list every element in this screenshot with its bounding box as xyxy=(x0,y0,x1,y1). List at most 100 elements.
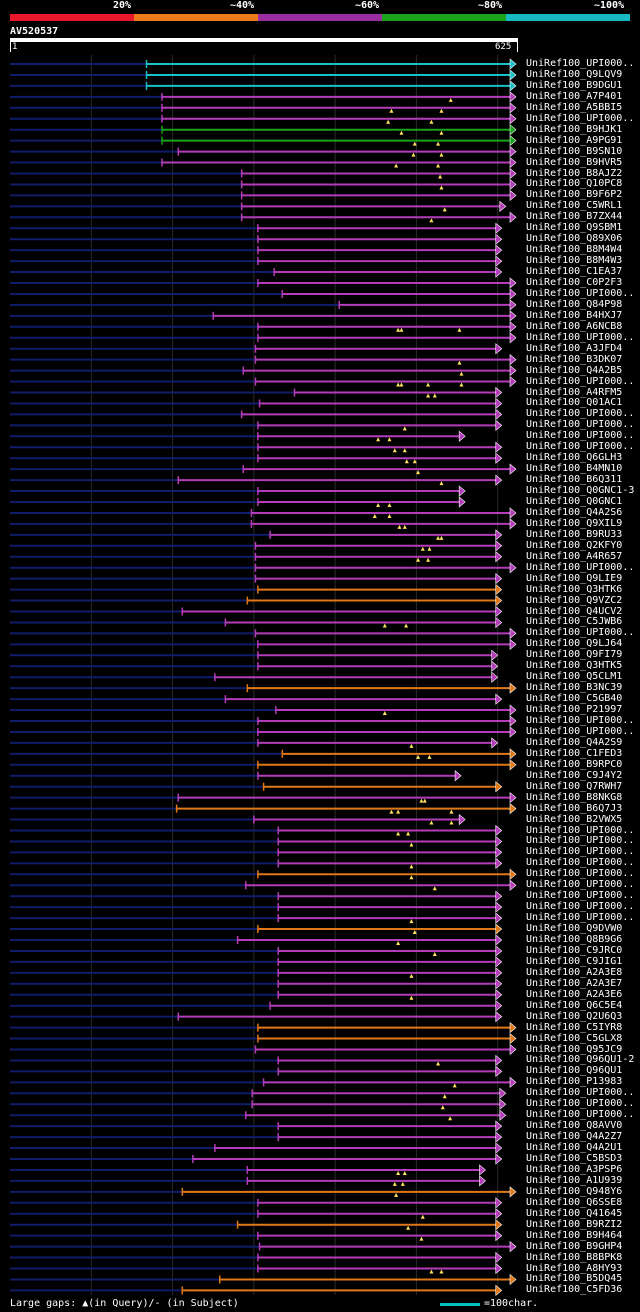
hit-label[interactable]: UniRef100_A1U939 xyxy=(526,1174,623,1186)
hit-label[interactable]: UniRef100_B5DQ45 xyxy=(526,1273,623,1285)
hit-label[interactable]: UniRef100_B9HVR5 xyxy=(526,156,623,168)
hit-label[interactable]: UniRef100_Q89X06 xyxy=(526,233,623,245)
hit-label[interactable]: UniRef100_UPI000.. xyxy=(526,419,635,431)
hit-label[interactable]: UniRef100_UPI000.. xyxy=(526,835,635,847)
hit-label[interactable]: UniRef100_B9SN10 xyxy=(526,145,623,157)
hit-label[interactable]: UniRef100_Q84P98 xyxy=(526,298,623,310)
hit-label[interactable]: UniRef100_A4R657 xyxy=(526,550,623,562)
hit-label[interactable]: UniRef100_Q4UCV2 xyxy=(526,605,623,617)
hit-label[interactable]: UniRef100_B3DK07 xyxy=(526,353,623,365)
hit-label[interactable]: UniRef100_B8BPK8 xyxy=(526,1251,623,1263)
hit-label[interactable]: UniRef100_Q948Y6 xyxy=(526,1185,623,1197)
hit-label[interactable]: UniRef100_Q9LQV9 xyxy=(526,68,623,80)
hit-label[interactable]: UniRef100_Q5CLM1 xyxy=(526,671,623,683)
hit-label[interactable]: UniRef100_Q9LIE9 xyxy=(526,572,623,584)
hit-label[interactable]: UniRef100_Q41645 xyxy=(526,1207,623,1219)
hit-label[interactable]: UniRef100_C5JWB6 xyxy=(526,616,623,628)
hit-label[interactable]: UniRef100_Q4A2B5 xyxy=(526,364,623,376)
hit-label[interactable]: UniRef100_UPI000.. xyxy=(526,441,635,453)
hit-label[interactable]: UniRef100_UPI000.. xyxy=(526,725,635,737)
hit-label[interactable]: UniRef100_Q2KFY0 xyxy=(526,539,623,551)
hit-label[interactable]: UniRef100_UPI000.. xyxy=(526,287,635,299)
hit-label[interactable]: UniRef100_B9RU33 xyxy=(526,528,623,540)
hit-label[interactable]: UniRef100_UPI000.. xyxy=(526,846,635,858)
hit-label[interactable]: UniRef100_A6NCB8 xyxy=(526,320,623,332)
hit-label[interactable]: UniRef100_Q9FI79 xyxy=(526,649,623,661)
hit-label[interactable]: UniRef100_B8NKG8 xyxy=(526,791,623,803)
hit-label[interactable]: UniRef100_C5WRL1 xyxy=(526,200,623,212)
hit-label[interactable]: UniRef100_B9DGU1 xyxy=(526,79,623,91)
hit-label[interactable]: UniRef100_B3NC39 xyxy=(526,682,623,694)
hit-label[interactable]: UniRef100_UPI000.. xyxy=(526,868,635,880)
hit-label[interactable]: UniRef100_A3PSP6 xyxy=(526,1163,623,1175)
hit-label[interactable]: UniRef100_UPI000.. xyxy=(526,1098,635,1110)
hit-label[interactable]: UniRef100_A8HY93 xyxy=(526,1262,623,1274)
hit-label[interactable]: UniRef100_Q6GLH3 xyxy=(526,452,623,464)
hit-label[interactable]: UniRef100_C9JIG1 xyxy=(526,955,623,967)
hit-label[interactable]: UniRef100_C9JRC0 xyxy=(526,944,623,956)
hit-label[interactable]: UniRef100_Q9LJ64 xyxy=(526,638,623,650)
hit-label[interactable]: UniRef100_Q7RWH7 xyxy=(526,780,623,792)
hit-label[interactable]: UniRef100_A5BBI5 xyxy=(526,101,623,113)
hit-label[interactable]: UniRef100_Q96QU1-2 xyxy=(526,1054,635,1066)
hit-label[interactable]: UniRef100_UPI000.. xyxy=(526,58,635,69)
hit-label[interactable]: UniRef100_B9F6P2 xyxy=(526,189,623,201)
hit-label[interactable]: UniRef100_B2VWX5 xyxy=(526,813,623,825)
hit-label[interactable]: UniRef100_P21997 xyxy=(526,704,623,716)
hit-label[interactable]: UniRef100_UPI000.. xyxy=(526,430,635,442)
hit-label[interactable]: UniRef100_Q6SSE8 xyxy=(526,1196,623,1208)
hit-label[interactable]: UniRef100_UPI000.. xyxy=(526,331,635,343)
hit-label[interactable]: UniRef100_B8M4W3 xyxy=(526,255,623,267)
hit-label[interactable]: UniRef100_B7ZX44 xyxy=(526,211,623,223)
hit-label[interactable]: UniRef100_Q2U6Q3 xyxy=(526,1010,623,1022)
hit-label[interactable]: UniRef100_Q10PC8 xyxy=(526,178,623,190)
hit-label[interactable]: UniRef100_Q0GNC1-3 xyxy=(526,485,635,497)
hit-label[interactable]: UniRef100_A2A3E6 xyxy=(526,988,623,1000)
hit-label[interactable]: UniRef100_Q4A2S9 xyxy=(526,736,623,748)
hit-label[interactable]: UniRef100_UPI000.. xyxy=(526,1087,635,1099)
hit-label[interactable]: UniRef100_Q6C5E4 xyxy=(526,999,623,1011)
hit-label[interactable]: UniRef100_UPI000.. xyxy=(526,112,635,124)
hit-label[interactable]: UniRef100_UPI000.. xyxy=(526,408,635,420)
hit-label[interactable]: UniRef100_UPI000.. xyxy=(526,890,635,902)
hit-label[interactable]: UniRef100_Q8B9G6 xyxy=(526,934,623,945)
hit-label[interactable]: UniRef100_C5GLX8 xyxy=(526,1032,623,1044)
hit-label[interactable]: UniRef100_C5IYR8 xyxy=(526,1021,623,1033)
hit-label[interactable]: UniRef100_B9RZI2 xyxy=(526,1218,623,1230)
hit-label[interactable]: UniRef100_UPI000.. xyxy=(526,375,635,387)
hit-label[interactable]: UniRef100_B4MN10 xyxy=(526,463,623,475)
hit-label[interactable]: UniRef100_B9RPC0 xyxy=(526,758,623,770)
hit-label[interactable]: UniRef100_UPI000.. xyxy=(526,857,635,869)
hit-label[interactable]: UniRef100_UPI000.. xyxy=(526,879,635,891)
hit-label[interactable]: UniRef100_A3JFD4 xyxy=(526,342,623,354)
hit-label[interactable]: UniRef100_Q9SBM1 xyxy=(526,222,623,234)
hit-label[interactable]: UniRef100_C9J4Y2 xyxy=(526,769,623,781)
hit-label[interactable]: UniRef100_UPI000.. xyxy=(526,901,635,913)
hit-label[interactable]: UniRef100_C5GB40 xyxy=(526,693,623,705)
hit-label[interactable]: UniRef100_Q9VZC2 xyxy=(526,594,623,606)
hit-label[interactable]: UniRef100_Q8AVV0 xyxy=(526,1120,623,1132)
hit-label[interactable]: UniRef100_Q3HTK6 xyxy=(526,583,623,595)
hit-label[interactable]: UniRef100_B8M4W4 xyxy=(526,244,623,256)
hit-label[interactable]: UniRef100_UPI000.. xyxy=(526,627,635,639)
hit-label[interactable]: UniRef100_Q4A2Z7 xyxy=(526,1131,623,1143)
hit-label[interactable]: UniRef100_Q0GNC1 xyxy=(526,496,623,507)
hit-label[interactable]: UniRef100_C0P2F3 xyxy=(526,277,623,288)
hit-label[interactable]: UniRef100_B8AJZ2 xyxy=(526,167,623,179)
hit-label[interactable]: UniRef100_C5FD36 xyxy=(526,1284,623,1296)
hit-label[interactable]: UniRef100_B6Q7J3 xyxy=(526,802,623,814)
hit-label[interactable]: UniRef100_B4HXJ7 xyxy=(526,309,623,321)
hit-label[interactable]: UniRef100_UPI000.. xyxy=(526,912,635,924)
hit-label[interactable]: UniRef100_UPI000.. xyxy=(526,561,635,573)
hit-label[interactable]: UniRef100_UPI000.. xyxy=(526,824,635,836)
hit-label[interactable]: UniRef100_Q3HTK5 xyxy=(526,660,623,672)
hit-label[interactable]: UniRef100_A2A3E8 xyxy=(526,966,623,978)
hit-label[interactable]: UniRef100_B9GHP4 xyxy=(526,1240,623,1252)
hit-label[interactable]: UniRef100_Q96QU1 xyxy=(526,1065,623,1077)
hit-label[interactable]: UniRef100_Q4A2S6 xyxy=(526,506,623,518)
hit-label[interactable]: UniRef100_A2A3E7 xyxy=(526,977,623,989)
hit-label[interactable]: UniRef100_C1FED3 xyxy=(526,747,623,759)
hit-label[interactable]: UniRef100_C1EA37 xyxy=(526,266,623,278)
hit-label[interactable]: UniRef100_C5BSD3 xyxy=(526,1153,623,1164)
hit-label[interactable]: UniRef100_Q9XIL9 xyxy=(526,517,623,529)
